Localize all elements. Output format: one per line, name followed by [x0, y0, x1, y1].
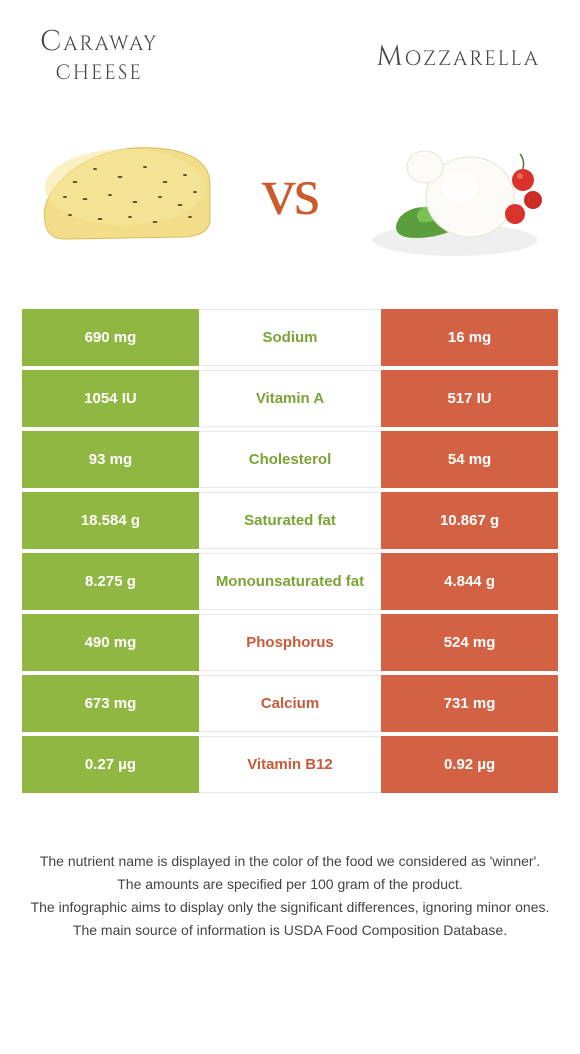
right-value: 10.867 g [381, 492, 558, 549]
right-value: 731 mg [381, 675, 558, 732]
left-value: 0.27 µg [22, 736, 199, 793]
left-title-line2: cheese [40, 57, 158, 86]
table-row: 93 mgCholesterol54 mg [22, 431, 558, 488]
header: Caraway cheese Mozzarella [0, 0, 580, 97]
table-row: 8.275 gMonounsaturated fat4.844 g [22, 553, 558, 610]
right-value: 0.92 µg [381, 736, 558, 793]
left-value: 673 mg [22, 675, 199, 732]
images-row: vs [0, 97, 580, 297]
mozzarella-image [360, 112, 550, 272]
nutrient-label: Cholesterol [199, 431, 381, 488]
left-value: 93 mg [22, 431, 199, 488]
footer-line-1: The nutrient name is displayed in the co… [18, 851, 562, 872]
nutrient-label: Sodium [199, 309, 381, 366]
table-row: 690 mgSodium16 mg [22, 309, 558, 366]
left-value: 490 mg [22, 614, 199, 671]
vs-label: vs [262, 152, 318, 231]
footer-notes: The nutrient name is displayed in the co… [18, 851, 562, 941]
left-food-title: Caraway cheese [40, 28, 158, 87]
footer-line-2: The amounts are specified per 100 gram o… [18, 874, 562, 895]
table-row: 673 mgCalcium731 mg [22, 675, 558, 732]
nutrient-label: Vitamin B12 [199, 736, 381, 793]
nutrient-label: Phosphorus [199, 614, 381, 671]
right-value: 16 mg [381, 309, 558, 366]
right-value: 524 mg [381, 614, 558, 671]
footer-line-4: The main source of information is USDA F… [18, 920, 562, 941]
left-value: 690 mg [22, 309, 199, 366]
table-row: 18.584 gSaturated fat10.867 g [22, 492, 558, 549]
table-row: 0.27 µgVitamin B120.92 µg [22, 736, 558, 793]
nutrient-label: Calcium [199, 675, 381, 732]
caraway-cheese-image [30, 112, 220, 272]
right-value: 4.844 g [381, 553, 558, 610]
right-food-title: Mozzarella [376, 39, 540, 76]
left-value: 18.584 g [22, 492, 199, 549]
nutrient-table: 690 mgSodium16 mg1054 IUVitamin A517 IU9… [22, 309, 558, 793]
footer-line-3: The infographic aims to display only the… [18, 897, 562, 918]
right-value: 54 mg [381, 431, 558, 488]
nutrient-label: Vitamin A [199, 370, 381, 427]
nutrient-label: Saturated fat [199, 492, 381, 549]
table-row: 490 mgPhosphorus524 mg [22, 614, 558, 671]
nutrient-label: Monounsaturated fat [199, 553, 381, 610]
table-row: 1054 IUVitamin A517 IU [22, 370, 558, 427]
left-value: 8.275 g [22, 553, 199, 610]
left-value: 1054 IU [22, 370, 199, 427]
right-value: 517 IU [381, 370, 558, 427]
